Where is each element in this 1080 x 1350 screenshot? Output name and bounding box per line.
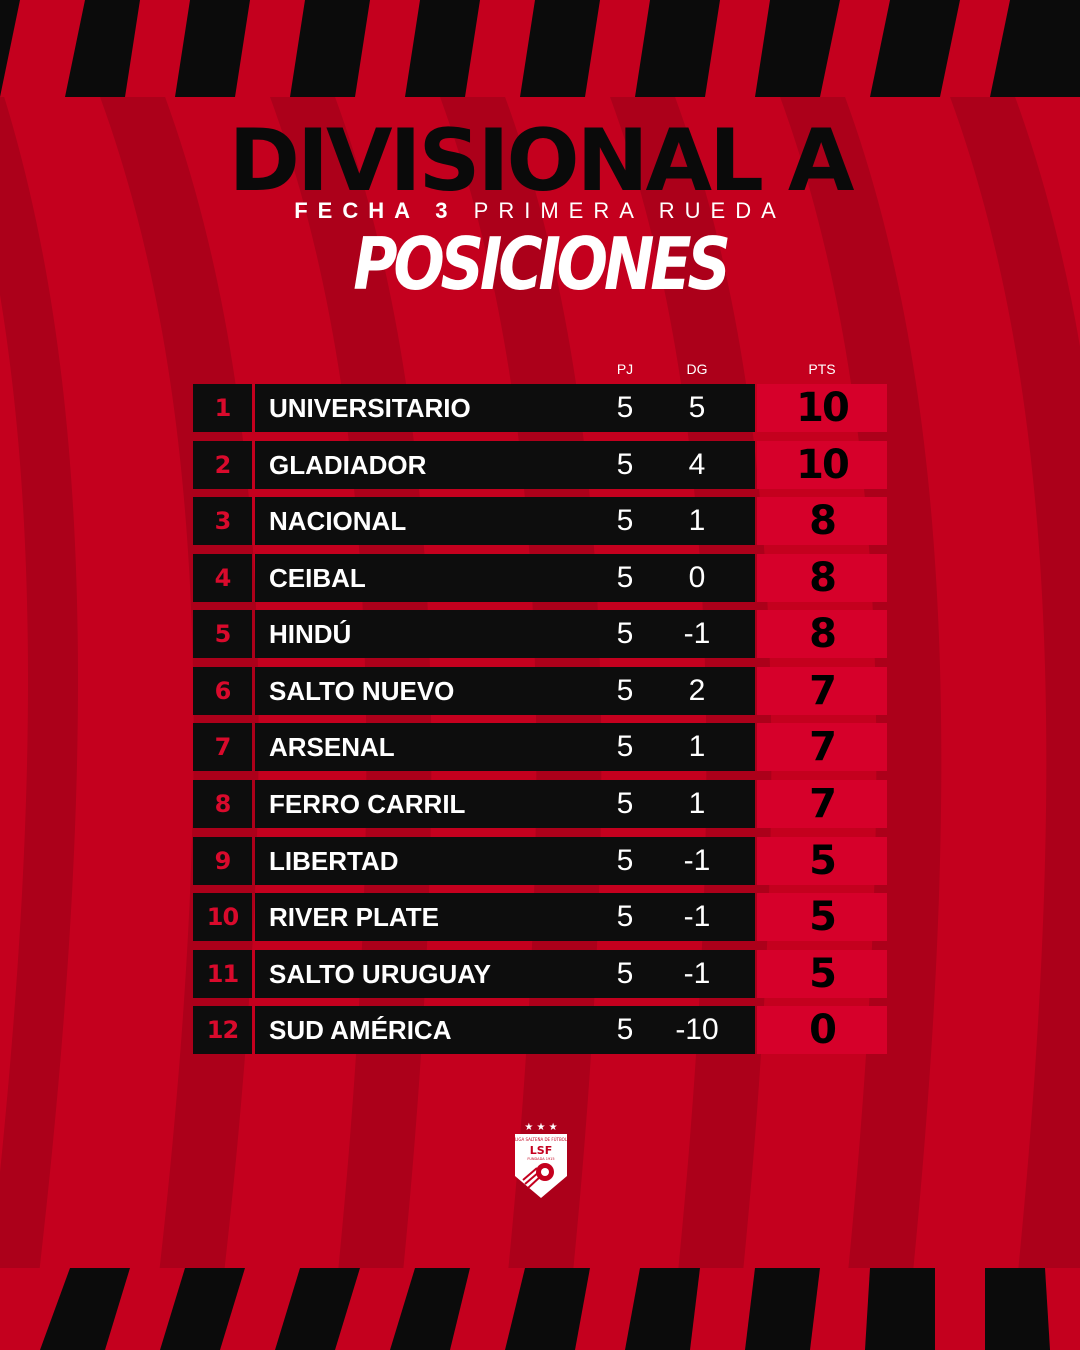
games-played: 5 [616,844,634,877]
team-name: LIBERTAD [269,846,399,876]
table-row: 7 ARSENAL 5 1 7 [193,723,887,771]
goal-difference: -1 [683,900,711,933]
games-played: 5 [616,504,634,537]
column-header-pts: PTS [808,361,836,377]
team-name: SALTO NUEVO [269,676,455,706]
team-cell: GLADIADOR 5 4 [255,441,755,489]
team-name: FERRO CARRIL [269,789,466,819]
table-row: 11 SALTO URUGUAY 5 -1 5 [193,950,887,998]
games-played: 5 [616,1013,634,1046]
games-played: 5 [616,617,634,650]
table-row: 4 CEIBAL 5 0 8 [193,554,887,602]
team-cell: LIBERTAD 5 -1 [255,837,755,885]
games-played: 5 [616,561,634,594]
table-row: 9 LIBERTAD 5 -1 5 [193,837,887,885]
points-cell: 7 [757,723,887,771]
team-name: SUD AMÉRICA [269,1015,452,1045]
table-row: 3 NACIONAL 5 1 8 [193,497,887,545]
position-cell: 2 [193,441,252,489]
points-cell: 7 [757,667,887,715]
goal-difference: -1 [683,844,711,877]
position-cell: 10 [193,893,252,941]
position-cell: 4 [193,554,252,602]
position-cell: 11 [193,950,252,998]
games-played: 5 [616,448,634,481]
subtitle-round: FECHA 3 [294,198,458,223]
goal-difference: 0 [688,561,706,594]
table-row: 5 HINDÚ 5 -1 8 [193,610,887,658]
goal-difference: 1 [688,504,706,537]
team-cell: SALTO URUGUAY 5 -1 [255,950,755,998]
team-cell: ARSENAL 5 1 [255,723,755,771]
table-row: 6 SALTO NUEVO 5 2 7 [193,667,887,715]
page-title: DIVISIONAL A [228,111,855,211]
team-name: UNIVERSITARIO [269,393,471,423]
position-cell: 1 [193,384,252,432]
goal-difference: 1 [688,730,706,763]
goal-difference: -1 [683,617,711,650]
team-cell: FERRO CARRIL 5 1 [255,780,755,828]
logo-initials: LSF [530,1144,552,1157]
points-cell: 7 [757,780,887,828]
games-played: 5 [616,674,634,707]
goal-difference: 5 [688,391,706,424]
team-cell: CEIBAL 5 0 [255,554,755,602]
logo-stars: ★ ★ ★ [524,1122,557,1133]
team-cell: SUD AMÉRICA 5 -10 [255,1006,755,1054]
league-logo: ★ ★ ★ LIGA SALTEÑA DE FÚTBOL LSF FUNDADA… [515,1122,568,1198]
team-cell: RIVER PLATE 5 -1 [255,893,755,941]
standings-heading: POSICIONES [353,222,731,306]
position-cell: 6 [193,667,252,715]
position-cell: 3 [193,497,252,545]
table-row: 1 UNIVERSITARIO 5 5 10 [193,384,887,432]
points-cell: 10 [757,441,887,489]
points-cell: 8 [757,610,887,658]
table-row: 2 GLADIADOR 5 4 10 [193,441,887,489]
team-name: ARSENAL [269,732,395,762]
goal-difference: 4 [688,448,706,481]
goal-difference: -10 [675,1013,719,1046]
points-cell: 0 [757,1006,887,1054]
games-played: 5 [616,730,634,763]
team-cell: UNIVERSITARIO 5 5 [255,384,755,432]
position-cell: 9 [193,837,252,885]
points-cell: 10 [757,384,887,432]
team-cell: NACIONAL 5 1 [255,497,755,545]
points-cell: 5 [757,893,887,941]
position-cell: 7 [193,723,252,771]
team-cell: HINDÚ 5 -1 [255,610,755,658]
team-name: NACIONAL [269,506,407,536]
table-row: 10 RIVER PLATE 5 -1 5 [193,893,887,941]
goal-difference: 1 [688,787,706,820]
team-name: SALTO URUGUAY [269,959,491,989]
table-row: 12 SUD AMÉRICA 5 -10 0 [193,1006,887,1054]
position-cell: 12 [193,1006,252,1054]
goal-difference: 2 [688,674,706,707]
points-cell: 8 [757,554,887,602]
logo-bottom-text: FUNDADA 1915 [527,1157,554,1161]
team-cell: SALTO NUEVO 5 2 [255,667,755,715]
team-name: HINDÚ [269,619,352,649]
subtitle-stage: PRIMERA RUEDA [473,198,786,223]
page-subtitle: FECHA 3 PRIMERA RUEDA [0,200,1080,222]
team-name: RIVER PLATE [269,902,439,932]
table-row: 8 FERRO CARRIL 5 1 7 [193,780,887,828]
points-cell: 5 [757,950,887,998]
position-cell: 5 [193,610,252,658]
games-played: 5 [616,957,634,990]
team-name: GLADIADOR [269,450,427,480]
points-cell: 8 [757,497,887,545]
games-played: 5 [616,900,634,933]
team-name: CEIBAL [269,563,366,593]
column-header-dg: DG [686,361,708,377]
logo-top-text: LIGA SALTEÑA DE FÚTBOL [515,1137,568,1142]
games-played: 5 [616,787,634,820]
games-played: 5 [616,391,634,424]
goal-difference: -1 [683,957,711,990]
points-cell: 5 [757,837,887,885]
position-cell: 8 [193,780,252,828]
column-header-pj: PJ [616,361,634,377]
